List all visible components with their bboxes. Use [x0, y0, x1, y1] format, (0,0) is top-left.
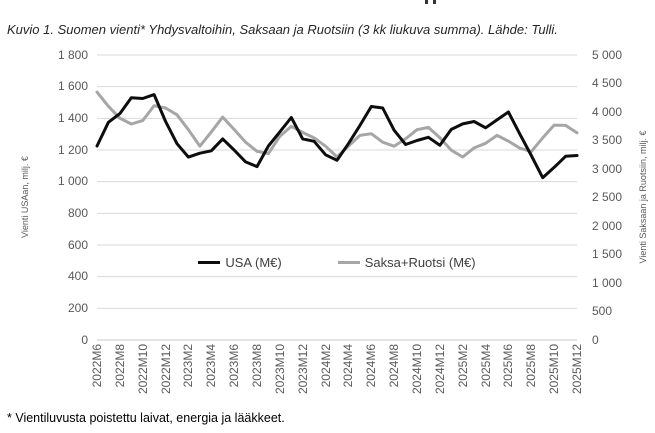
- x-axis-tick-label: 2023M8: [250, 344, 264, 404]
- series-line-saksa-ruotsi: [95, 90, 579, 159]
- right-axis-tick-label: 1 500: [592, 247, 623, 261]
- x-axis-tick-text: 2024M4: [341, 344, 356, 388]
- x-axis-tick-text: 2025M10: [547, 344, 562, 395]
- x-axis-tick-label: 2022M12: [159, 344, 173, 404]
- x-axis-tick-label: 2025M2: [456, 344, 470, 404]
- left-axis-tick-label: 1 000: [57, 174, 88, 189]
- legend-item: USA (M€): [198, 254, 282, 270]
- clipped-text-fragment: [425, 0, 428, 4]
- x-axis-tick-text: 2022M6: [90, 344, 104, 388]
- x-axis-tick-text: 2024M8: [387, 344, 402, 388]
- x-axis-tick-text: 2024M10: [410, 344, 424, 395]
- legend-label: Saksa+Ruotsi (M€): [364, 254, 476, 270]
- x-axis-tick-text: 2025M12: [570, 344, 584, 395]
- x-axis-tick-label: 2024M10: [410, 344, 424, 404]
- right-axis-tick-label: 3 000: [592, 161, 623, 176]
- footnote: * Vientiluvusta poistettu laivat, energi…: [7, 411, 285, 425]
- x-axis-tick-label: 2025M8: [524, 344, 538, 404]
- right-axis-tick-label: 4 000: [592, 104, 623, 119]
- right-axis-tick-label: 0: [592, 332, 599, 347]
- x-axis-tick-label: 2024M2: [319, 344, 333, 404]
- left-axis-tick-label: 400: [67, 269, 88, 284]
- left-axis-tick-label: 1 600: [57, 79, 88, 94]
- x-axis-tick-label: 2023M4: [204, 344, 218, 404]
- x-axis-tick-label: 2022M6: [90, 344, 104, 404]
- legend-line-swatch: [337, 260, 360, 264]
- left-axis-tick-label: 1 400: [57, 110, 88, 125]
- x-axis-tick-label: 2022M8: [113, 344, 127, 404]
- x-axis-tick-label: 2024M6: [364, 344, 378, 404]
- chart-title: Kuvio 1. Suomen vienti* Yhdysvaltoihin, …: [7, 22, 558, 37]
- left-axis-tick-label: 1 200: [57, 142, 88, 157]
- left-axis-tick-label: 200: [67, 300, 88, 315]
- left-axis-tick-label: 1 800: [57, 47, 88, 62]
- x-axis-tick-label: 2024M12: [433, 344, 447, 404]
- left-axis-tick-label: 800: [67, 205, 88, 220]
- right-axis-tick-label: 4 500: [592, 76, 623, 90]
- series-line-usa: [95, 93, 579, 180]
- left-axis-tick-label: 600: [67, 237, 88, 252]
- x-axis-tick-label: 2025M10: [547, 344, 561, 404]
- x-axis-tick-label: 2024M4: [341, 344, 355, 404]
- x-axis-tick-text: 2025M4: [478, 344, 493, 388]
- x-axis-tick-text: 2022M12: [158, 344, 173, 395]
- x-axis-tick-text: 2022M10: [135, 344, 150, 395]
- x-axis-tick-label: 2025M4: [479, 344, 493, 404]
- right-axis-tick-label: 500: [592, 304, 613, 318]
- x-axis-tick-text: 2023M2: [181, 344, 196, 388]
- legend-label: USA (M€): [225, 254, 282, 270]
- x-axis-tick-label: 2025M6: [501, 344, 515, 404]
- right-axis-tick-label: 2 000: [592, 218, 623, 233]
- x-axis-tick-label: 2024M8: [387, 344, 401, 404]
- x-axis-tick-text: 2023M12: [295, 344, 310, 395]
- x-axis-tick-label: 2023M10: [273, 344, 287, 404]
- x-axis-tick-label: 2025M12: [570, 344, 584, 404]
- x-axis-tick-text: 2024M12: [432, 344, 447, 395]
- legend-item: Saksa+Ruotsi (M€): [337, 254, 476, 270]
- x-axis-tick-text: 2024M2: [318, 344, 333, 388]
- x-axis-tick-text: 2025M2: [455, 344, 470, 388]
- x-axis-tick-text: 2023M8: [250, 344, 264, 388]
- legend: USA (M€) Saksa+Ruotsi (M€): [97, 253, 577, 271]
- x-axis-tick-text: 2023M6: [227, 344, 242, 388]
- right-axis-tick-label: 5 000: [592, 47, 623, 62]
- x-axis-tick-text: 2023M4: [204, 344, 219, 388]
- left-axis-title: Vienti USAan, milj. €: [20, 156, 30, 238]
- x-axis-tick-text: 2022M8: [112, 344, 127, 388]
- left-axis-tick-label: 0: [81, 332, 88, 347]
- x-axis-tick-label: 2023M2: [181, 344, 195, 404]
- x-axis-tick-text: 2023M10: [272, 344, 287, 395]
- x-axis-tick-label: 2023M6: [227, 344, 241, 404]
- x-axis-tick-text: 2025M6: [501, 344, 516, 388]
- x-axis-tick-text: 2024M6: [364, 344, 379, 388]
- right-axis-tick-label: 1 000: [592, 275, 623, 290]
- right-axis-title: Vienti Saksaan ja Ruotsiin, milj. €: [638, 130, 648, 264]
- clipped-text-fragment: [433, 0, 436, 4]
- right-axis-tick-label: 2 500: [592, 190, 623, 204]
- x-axis-tick-text: 2025M8: [524, 344, 539, 388]
- legend-line-swatch: [198, 260, 221, 264]
- x-axis-tick-label: 2022M10: [136, 344, 150, 404]
- x-axis-tick-label: 2023M12: [296, 344, 310, 404]
- right-axis-tick-label: 3 500: [592, 133, 623, 147]
